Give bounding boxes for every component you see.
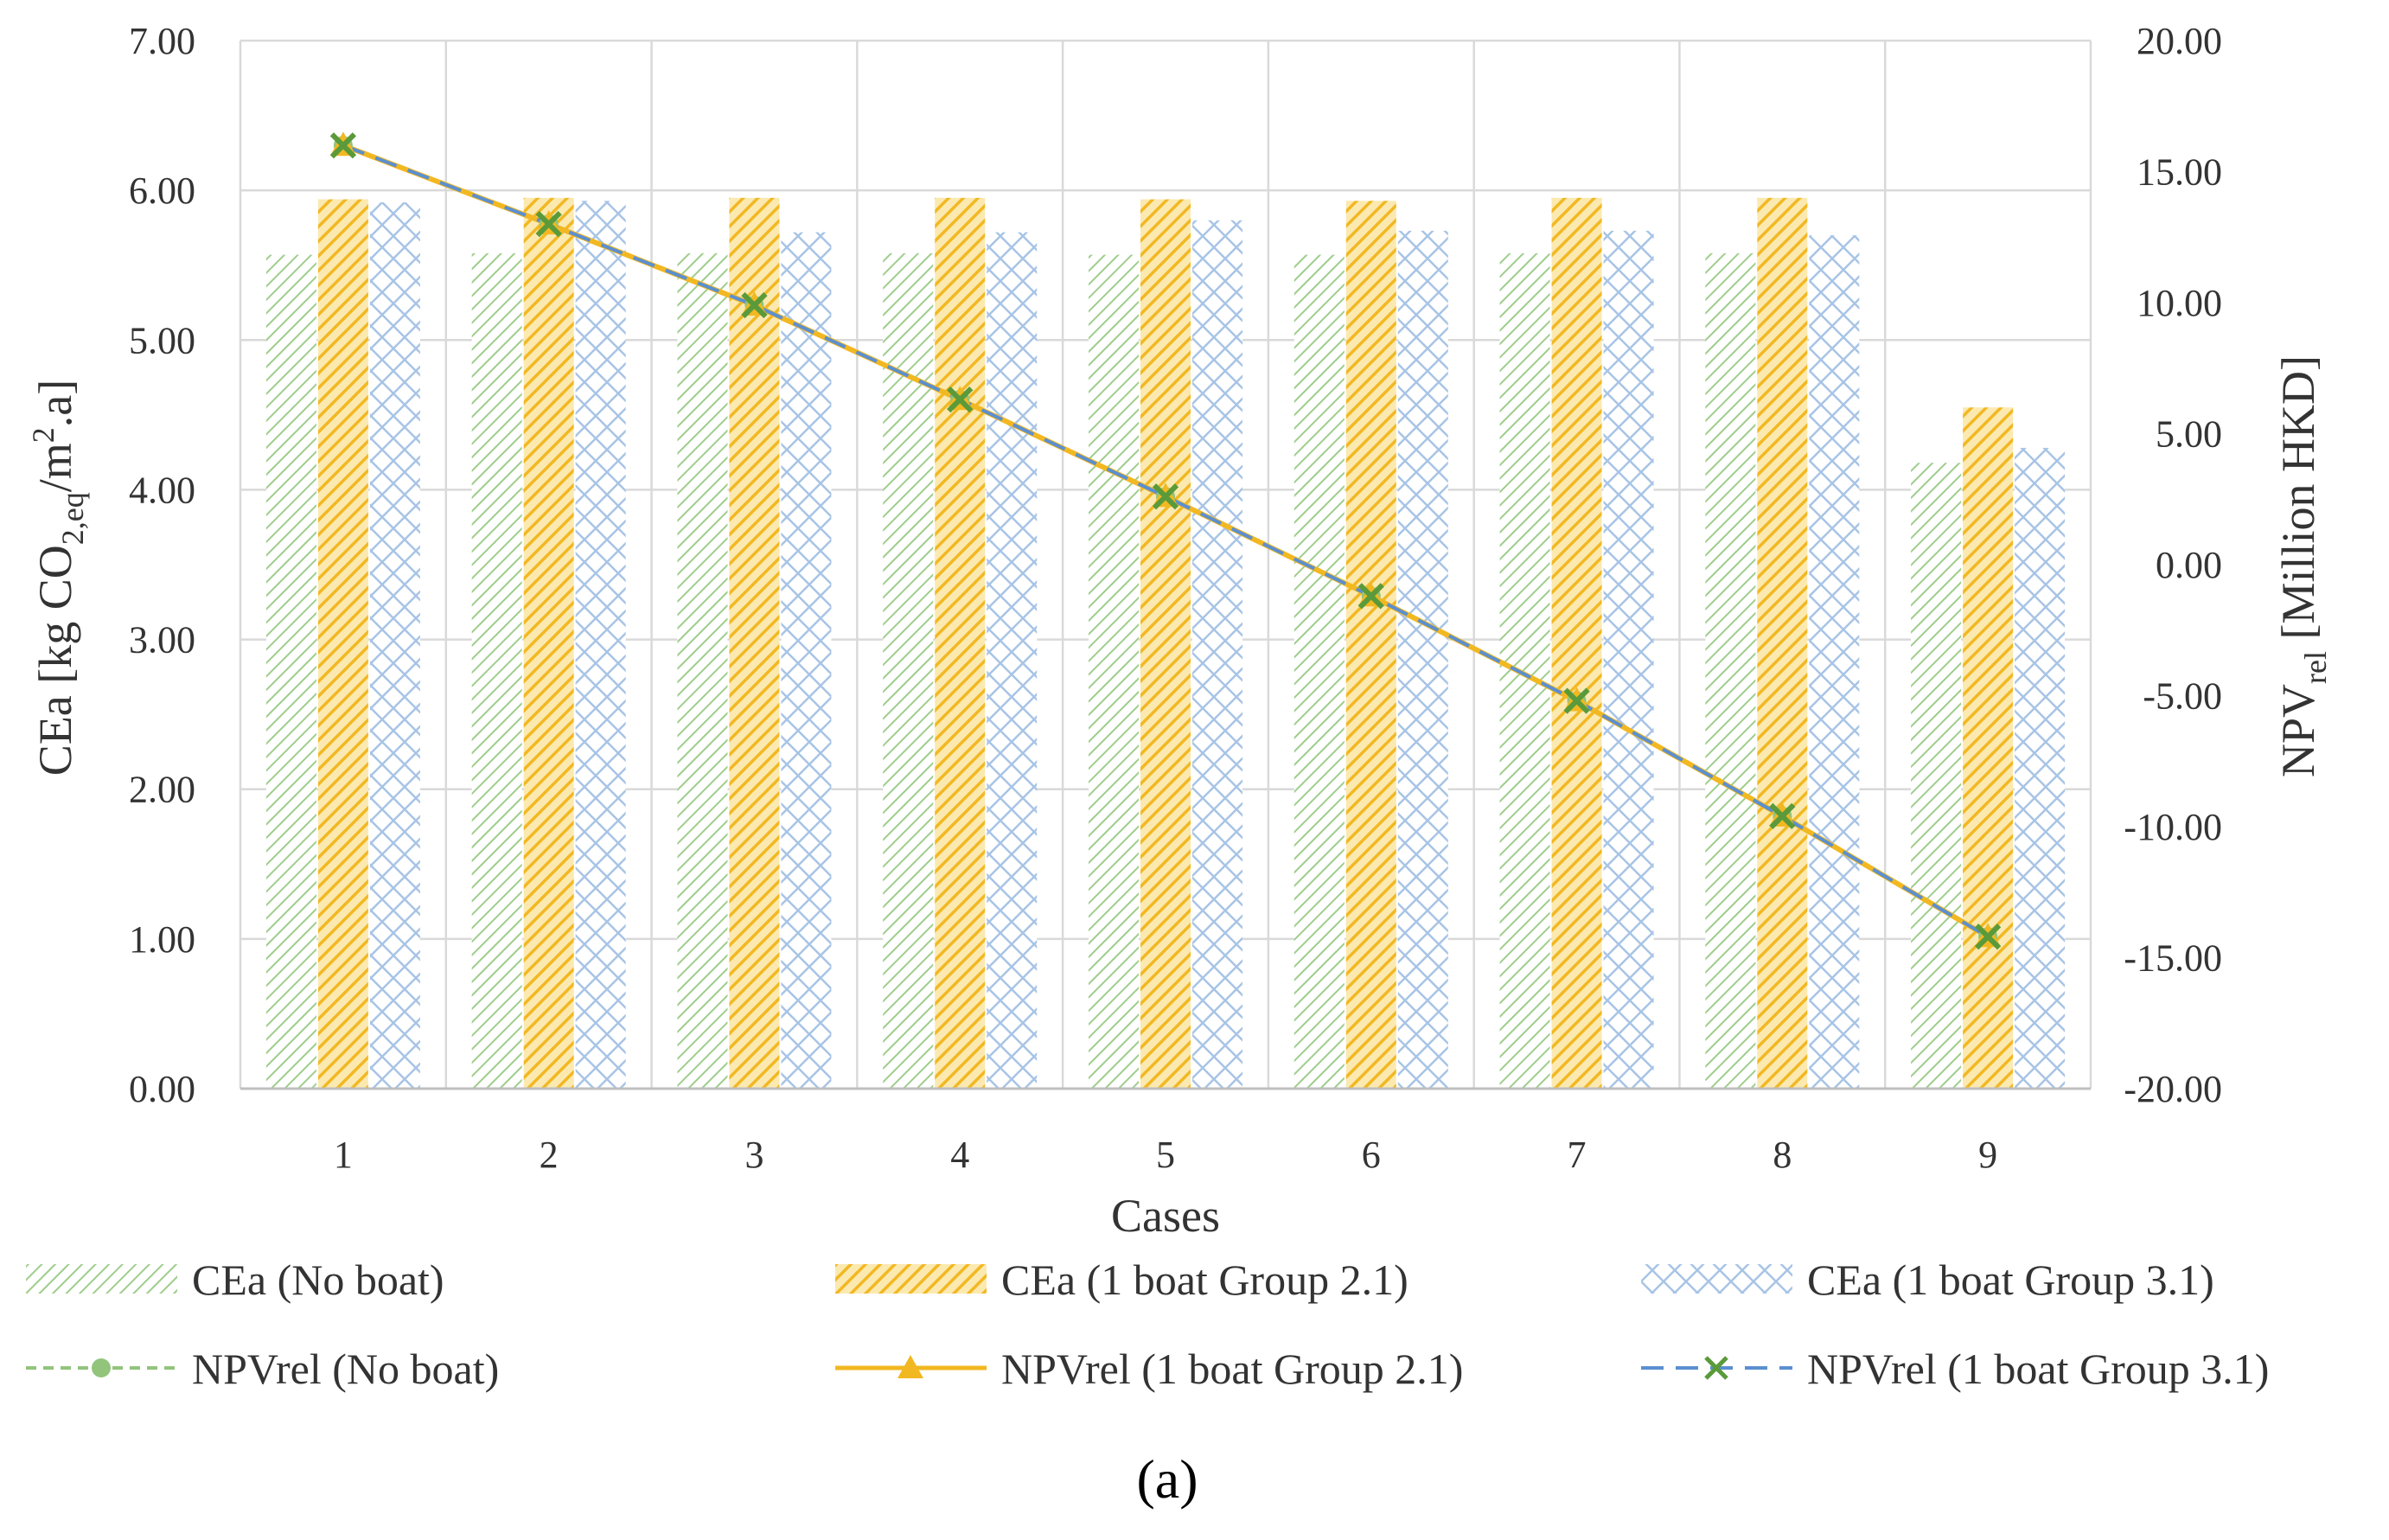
y-tick-label-left: 3.00 (129, 619, 195, 661)
bar-diag-green (265, 254, 316, 1089)
y-tick-label-left: 4.00 (129, 469, 195, 511)
marker-x (741, 291, 768, 319)
bar-cross-blue (1809, 235, 1860, 1090)
bar-diag-orange (935, 197, 986, 1089)
y-axis-title-right: NPVrel [Million HKD] (2272, 355, 2333, 777)
legend-item-cea-no-boat: CEa (No boat) (26, 1256, 444, 1304)
bar-diag-green (471, 252, 522, 1089)
svg-text:CEa (1 boat Group 2.1): CEa (1 boat Group 2.1) (1001, 1256, 1408, 1304)
x-tick-label: 4 (950, 1134, 969, 1176)
marker-x (1152, 483, 1179, 510)
marker-x (329, 132, 357, 159)
bar-diag-green (1705, 252, 1756, 1089)
svg-text:NPVrel (1 boat Group 3.1): NPVrel (1 boat Group 3.1) (1807, 1345, 2269, 1393)
y-tick-label-left: 1.00 (129, 918, 195, 961)
x-tick-label: 3 (744, 1134, 763, 1176)
bar-diag-green (1294, 254, 1345, 1089)
line-series-2 (342, 144, 1990, 938)
legend-marker-triangle (897, 1355, 923, 1378)
bar-cross-blue (2015, 447, 2066, 1089)
y-tick-label-left: 0.00 (129, 1068, 195, 1110)
bar-diag-orange (1551, 197, 1602, 1089)
lines (329, 131, 2002, 950)
bar-diag-green (677, 252, 728, 1089)
bars (265, 197, 2066, 1090)
bar-cross-blue (575, 201, 626, 1090)
bar-diag-orange (523, 197, 574, 1089)
legend: CEa (No boat) CEa (1 boat Group 2.1) CEa… (26, 1256, 2269, 1393)
x-tick-label: 2 (540, 1134, 559, 1176)
marker-x (1563, 687, 1590, 714)
y-tick-label-right: 20.00 (2137, 20, 2222, 62)
y-tick-label-left: 6.00 (129, 169, 195, 212)
y-tick-label-left: 7.00 (129, 20, 195, 62)
y-tick-label-right: -5.00 (2143, 675, 2222, 718)
marker-x (1357, 583, 1384, 610)
legend-item-npvrel-group-2-1: NPVrel (1 boat Group 2.1) (835, 1345, 1463, 1393)
svg-text:CEa (No boat): CEa (No boat) (192, 1256, 444, 1304)
marker-x (535, 210, 562, 238)
x-tick-label: 9 (1978, 1134, 1997, 1176)
legend-swatch-cea-no-boat (26, 1264, 177, 1294)
bar-cross-blue (781, 232, 832, 1089)
y-tick-label-right: -15.00 (2124, 937, 2222, 980)
bar-diag-orange (729, 197, 780, 1089)
y-tick-label-left: 5.00 (129, 319, 195, 361)
legend-marker-x (1704, 1356, 1728, 1380)
legend-swatch-cea-group-3-1 (1641, 1264, 1792, 1294)
svg-text:CEa (1 boat Group 3.1): CEa (1 boat Group 3.1) (1807, 1256, 2214, 1304)
x-tick-label: 6 (1362, 1134, 1381, 1176)
legend-item-npvrel-group-3-1: NPVrel (1 boat Group 3.1) (1641, 1345, 2269, 1393)
y-tick-label-right: 0.00 (2156, 544, 2222, 586)
legend-swatch-cea-group-2-1 (835, 1264, 987, 1294)
bar-diag-orange (1963, 407, 2014, 1089)
figure-caption: (a) (1136, 1448, 1198, 1510)
y-tick-label-right: 5.00 (2156, 413, 2222, 456)
bar-diag-green (1089, 254, 1139, 1089)
legend-marker-circle (92, 1358, 111, 1377)
bar-diag-orange (317, 199, 368, 1089)
bar-cross-blue (987, 232, 1038, 1089)
marker-x (1769, 802, 1796, 830)
x-axis-title: Cases (1111, 1190, 1220, 1242)
bar-diag-green (1911, 463, 1962, 1089)
legend-item-npvrel-no-boat: NPVrel (No boat) (26, 1345, 499, 1393)
marker-x (947, 386, 974, 413)
bar-cross-blue (1603, 230, 1654, 1089)
svg-text:NPVrel (1 boat Group 2.1): NPVrel (1 boat Group 2.1) (1001, 1345, 1463, 1393)
x-tick-label: 8 (1773, 1134, 1792, 1176)
y-axis-title-left: CEa [kg CO2,eq/m2.a] (26, 380, 90, 776)
y-tick-label-right: 10.00 (2137, 282, 2222, 324)
bar-cross-blue (369, 201, 420, 1090)
bar-diag-orange (1757, 197, 1808, 1089)
bar-cross-blue (1192, 220, 1242, 1089)
bar-diag-green (883, 252, 934, 1089)
y-tick-label-right: -10.00 (2124, 806, 2222, 848)
x-tick-label: 7 (1568, 1134, 1587, 1176)
svg-text:NPVrel (No boat): NPVrel (No boat) (192, 1345, 499, 1393)
x-tick-label: 1 (334, 1134, 353, 1176)
y-tick-label-left: 2.00 (129, 769, 195, 811)
bar-diag-orange (1345, 201, 1396, 1090)
bar-cross-blue (1397, 230, 1448, 1089)
y-tick-label-right: 15.00 (2137, 151, 2222, 194)
legend-item-cea-group-3-1: CEa (1 boat Group 3.1) (1641, 1256, 2214, 1304)
bar-diag-orange (1140, 199, 1191, 1089)
bar-diag-green (1499, 252, 1550, 1089)
x-tick-label: 5 (1156, 1134, 1175, 1176)
ticks: 0.00 1.00 2.00 3.00 4.00 5.00 6.00 7.00 -20.00 -1… (129, 20, 2222, 1176)
legend-item-cea-group-2-1: CEa (1 boat Group 2.1) (835, 1256, 1408, 1304)
marker-x (1974, 923, 2002, 950)
y-tick-label-right: -20.00 (2124, 1068, 2222, 1110)
